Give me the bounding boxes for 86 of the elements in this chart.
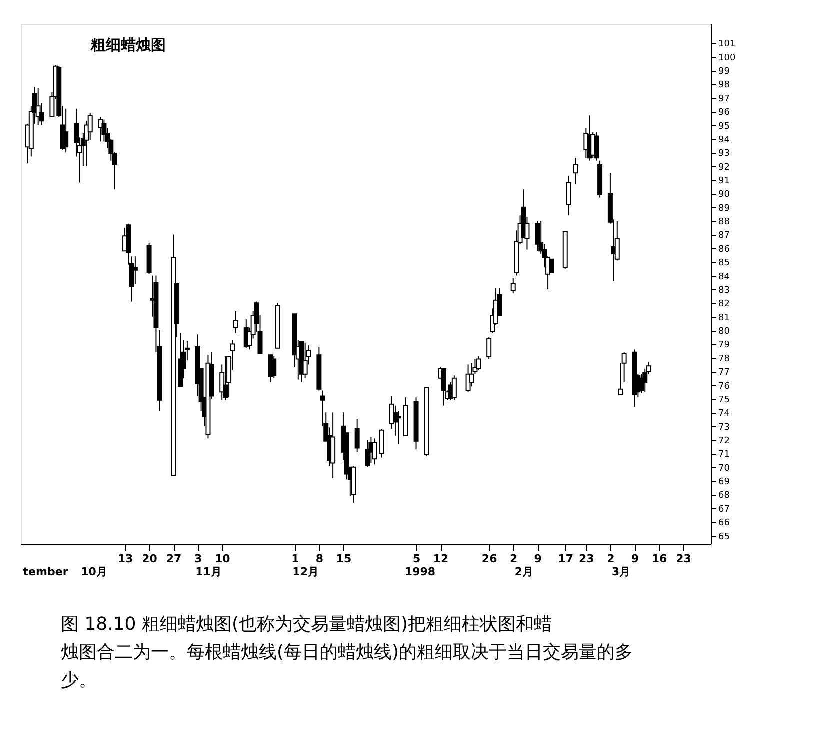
y-tick-label: 95	[718, 122, 730, 132]
y-tick-label: 86	[718, 244, 730, 255]
x-tick-label: 27	[166, 552, 182, 566]
candlestick	[510, 278, 516, 294]
x-tick-label: 5	[412, 552, 421, 566]
y-tick-label: 88	[718, 218, 730, 228]
candlestick	[272, 356, 277, 379]
y-tick-label: 71	[718, 450, 730, 460]
caption: 图 18.10 粗细蜡烛图(也称为交易量蜡烛图)把粗细柱状图和蜡烛图合二为一。每根蜡烛线(每日的蜡烛线)的粗细取决于当日交易量的多少。	[61, 614, 634, 691]
y-tick-label: 79	[718, 340, 730, 351]
candlestick	[379, 428, 384, 458]
x-tick-label: 20	[142, 552, 158, 566]
y-tick-label: 65	[718, 532, 730, 542]
y-tick-label: 73	[718, 422, 730, 433]
y-tick-label: 84	[718, 272, 730, 282]
y-tick-label: 90	[718, 190, 730, 200]
x-tick-label: 17	[558, 552, 574, 566]
x-tick-label: 16	[652, 552, 668, 566]
x2-tick-label: 2月	[514, 566, 534, 578]
x2-tick-label: tember	[23, 566, 69, 578]
x-tick-label: 12	[433, 552, 449, 566]
y-tick-label: 80	[718, 327, 730, 338]
y-tick-label: 82	[718, 300, 730, 310]
x-tick-label: 3	[194, 552, 202, 566]
candlestick	[365, 440, 370, 468]
candlestick	[476, 356, 482, 371]
y-tick-label: 96	[718, 108, 730, 118]
candlestick	[594, 132, 600, 162]
candlestick	[573, 158, 578, 185]
y-tick-label: 91	[718, 176, 730, 186]
y-tick-label: 77	[718, 368, 730, 378]
candlestick	[452, 375, 457, 401]
y-tick-label: 74	[718, 409, 730, 420]
y-tick-label: 78	[718, 354, 730, 364]
y-tick-label: 75	[718, 395, 730, 406]
x-tick-label: 23	[579, 552, 594, 566]
y-tick-label: 94	[718, 135, 730, 146]
candlestick	[486, 336, 492, 360]
y-tick-label: 89	[718, 204, 730, 214]
y-tick-label: 97	[718, 94, 730, 104]
candlestick	[302, 342, 308, 379]
candlestick	[132, 256, 138, 284]
x2-tick-label: 12月	[292, 566, 319, 578]
y-tick-label: 76	[718, 382, 730, 392]
candlestick	[372, 438, 378, 466]
x-tick-label: 9	[631, 552, 640, 566]
x-tick-label: 9	[534, 552, 542, 566]
x-tick-label: 2	[607, 552, 615, 566]
x-tick-label: 13	[118, 552, 134, 566]
x-tick-label: 8	[316, 552, 324, 566]
y-tick-label: 85	[718, 258, 730, 269]
x-tick-label: 26	[482, 552, 498, 566]
candlestick	[566, 175, 572, 216]
candlestick	[64, 108, 69, 154]
y-tick-label: 93	[718, 149, 730, 160]
y-tick-label: 100	[718, 53, 736, 64]
y-tick-label: 69	[718, 478, 730, 488]
x2-tick-label: 11月	[196, 566, 222, 578]
candlestick	[354, 418, 360, 453]
x2-tick-label: 10月	[81, 566, 108, 578]
y-tick-label: 66	[718, 518, 730, 529]
x2-tick-label: 3月	[612, 566, 631, 578]
y-tick-label: 101	[718, 40, 736, 50]
x2-tick-label: 1998	[404, 566, 436, 578]
candlestick	[223, 356, 228, 401]
y-tick-label: 92	[718, 162, 730, 173]
candlestick	[535, 220, 540, 252]
y-tick-label: 70	[718, 464, 730, 474]
candlestick	[396, 410, 402, 445]
y-tick-label: 83	[718, 286, 730, 296]
x-tick-label: 15	[336, 552, 352, 566]
x-tick-label: 10	[214, 552, 231, 566]
y-tick-label: 99	[718, 67, 730, 78]
y-tick-label: 98	[718, 80, 730, 91]
candlestick	[469, 362, 474, 388]
y-tick-label: 81	[718, 313, 730, 324]
x-tick-label: 23	[676, 552, 692, 566]
candlestick	[442, 368, 447, 406]
x-tick-label: 1	[292, 552, 300, 566]
y-tick-label: 68	[718, 491, 730, 502]
text: 粗细蜡烛图	[90, 36, 166, 54]
candlestick	[233, 310, 238, 334]
y-tick-label: 67	[718, 504, 730, 515]
y-tick-label: 87	[718, 231, 730, 242]
x-tick-label: 2	[510, 552, 518, 566]
y-tick-label: 72	[718, 436, 730, 446]
